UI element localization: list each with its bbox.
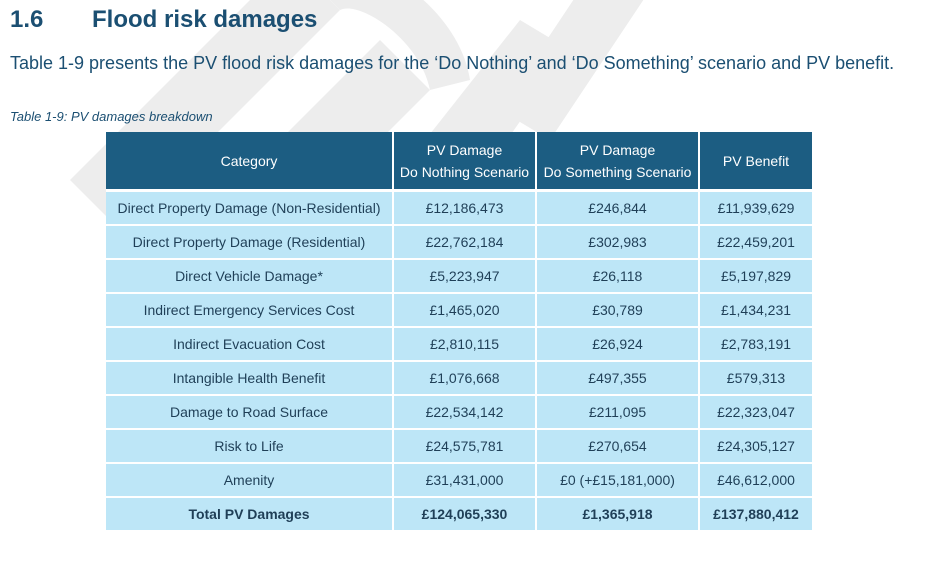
do-nothing-cell: £1,465,020: [394, 294, 537, 328]
do-nothing-cell: £1,076,668: [394, 362, 537, 396]
do-nothing-cell: £22,534,142: [394, 396, 537, 430]
section-number: 1.6: [10, 6, 44, 33]
header-pv-benefit: PV Benefit: [700, 132, 812, 192]
do-something-cell: £211,095: [537, 396, 700, 430]
do-nothing-cell: £31,431,000: [394, 464, 537, 498]
table-total-row: Total PV Damages £124,065,330 £1,365,918…: [106, 498, 812, 532]
benefit-cell: £5,197,829: [700, 260, 812, 294]
benefit-cell: £11,939,629: [700, 192, 812, 226]
table-row: Amenity £31,431,000 £0 (+£15,181,000) £4…: [106, 464, 812, 498]
category-cell: Damage to Road Surface: [106, 396, 394, 430]
category-cell: Direct Vehicle Damage*: [106, 260, 394, 294]
category-cell: Amenity: [106, 464, 394, 498]
total-benefit-cell: £137,880,412: [700, 498, 812, 532]
do-something-cell: £26,118: [537, 260, 700, 294]
do-nothing-cell: £12,186,473: [394, 192, 537, 226]
pv-damages-table: Category PV Damage Do Nothing Scenario PV…: [106, 132, 812, 532]
category-cell: Indirect Evacuation Cost: [106, 328, 394, 362]
benefit-cell: £1,434,231: [700, 294, 812, 328]
table-caption: Table 1-9: PV damages breakdown: [10, 109, 213, 124]
table-row: Damage to Road Surface £22,534,142 £211,…: [106, 396, 812, 430]
table-header-row: Category PV Damage Do Nothing Scenario PV…: [106, 132, 812, 192]
table-row: Direct Property Damage (Residential) £22…: [106, 226, 812, 260]
do-something-cell: £26,924: [537, 328, 700, 362]
do-nothing-cell: £2,810,115: [394, 328, 537, 362]
benefit-cell: £22,459,201: [700, 226, 812, 260]
total-do-something-cell: £1,365,918: [537, 498, 700, 532]
do-nothing-cell: £24,575,781: [394, 430, 537, 464]
table-row: Risk to Life £24,575,781 £270,654 £24,30…: [106, 430, 812, 464]
category-cell: Indirect Emergency Services Cost: [106, 294, 394, 328]
do-something-cell: £246,844: [537, 192, 700, 226]
intro-paragraph: Table 1-9 presents the PV flood risk dam…: [10, 53, 895, 73]
total-do-nothing-cell: £124,065,330: [394, 498, 537, 532]
do-something-cell: £270,654: [537, 430, 700, 464]
do-something-cell: £30,789: [537, 294, 700, 328]
benefit-cell: £22,323,047: [700, 396, 812, 430]
do-something-cell: £302,983: [537, 226, 700, 260]
table-row: Direct Vehicle Damage* £5,223,947 £26,11…: [106, 260, 812, 294]
do-nothing-cell: £5,223,947: [394, 260, 537, 294]
table-row: Indirect Emergency Services Cost £1,465,…: [106, 294, 812, 328]
category-cell: Intangible Health Benefit: [106, 362, 394, 396]
benefit-cell: £2,783,191: [700, 328, 812, 362]
benefit-cell: £46,612,000: [700, 464, 812, 498]
section-title: Flood risk damages: [92, 6, 318, 33]
do-something-cell: £497,355: [537, 362, 700, 396]
table-row: Direct Property Damage (Non-Residential)…: [106, 192, 812, 226]
total-label-cell: Total PV Damages: [106, 498, 394, 532]
benefit-cell: £24,305,127: [700, 430, 812, 464]
table-row: Indirect Evacuation Cost £2,810,115 £26,…: [106, 328, 812, 362]
header-do-nothing: PV Damage Do Nothing Scenario: [394, 132, 537, 192]
do-nothing-cell: £22,762,184: [394, 226, 537, 260]
category-cell: Direct Property Damage (Non-Residential): [106, 192, 394, 226]
header-do-something: PV Damage Do Something Scenario: [537, 132, 700, 192]
table-row: Intangible Health Benefit £1,076,668 £49…: [106, 362, 812, 396]
benefit-cell: £579,313: [700, 362, 812, 396]
category-cell: Risk to Life: [106, 430, 394, 464]
section-heading: 1.6 Flood risk damages: [10, 6, 317, 34]
header-category: Category: [106, 132, 394, 192]
do-something-cell: £0 (+£15,181,000): [537, 464, 700, 498]
category-cell: Direct Property Damage (Residential): [106, 226, 394, 260]
